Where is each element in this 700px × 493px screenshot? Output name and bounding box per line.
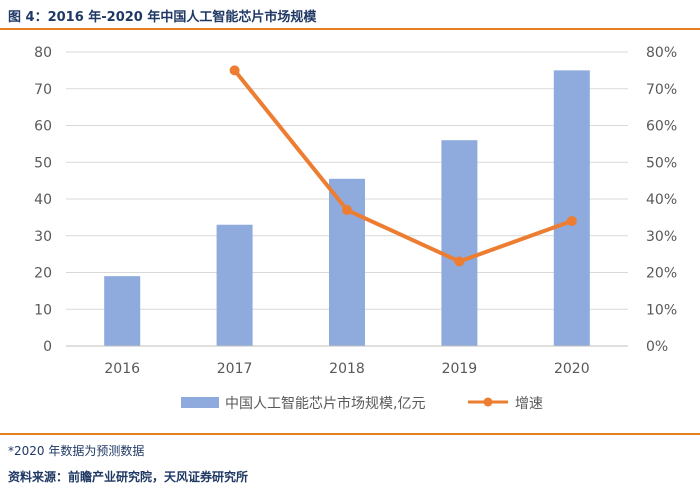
bar-series [104,70,590,346]
x-tick-label: 2019 [442,361,478,377]
y-tick-label: 20 [34,266,52,282]
y-tick-label: 40 [34,192,52,208]
chart-area: 0 10 20 30 40 50 60 70 80 0% 10% 20% 30% 40% 50% 60% 70… [0,30,700,432]
y2-tick-label: 50% [646,155,677,171]
growth-point [566,216,577,227]
y2-tick-label: 0% [646,339,668,355]
bar [553,70,590,346]
bar [104,276,141,346]
y2-tick-label: 60% [646,119,677,135]
y-tick-label: 70 [34,82,52,98]
footer-divider [0,433,700,435]
x-tick-label: 2020 [554,361,590,377]
forecast-note: *2020 年数据为预测数据 [8,444,145,458]
legend: 中国人工智能芯片市场规模,亿元 增速 [181,395,543,412]
y-tick-label: 50 [34,155,52,171]
y-tick-label: 60 [34,119,52,135]
y2-tick-label: 20% [646,266,677,282]
title-divider [0,28,700,30]
growth-point [342,205,352,216]
x-tick-label: 2017 [217,361,253,377]
legend-bar-swatch [181,397,219,408]
chart-svg: 0 10 20 30 40 50 60 70 80 0% 10% 20% 30% 40% 50% 60% 70… [34,45,677,412]
y2-tick-label: 40% [646,192,677,208]
x-tick-label: 2018 [329,361,365,377]
y-tick-label: 0 [43,339,52,355]
y-tick-label: 80 [34,45,52,61]
legend-bar-label: 中国人工智能芯片市场规模,亿元 [225,395,425,412]
bar [441,140,478,346]
y2-tick-label: 30% [646,229,677,245]
legend-line-label: 增速 [515,396,543,412]
y2-axis-ticks: 0% 10% 20% 30% 40% 50% 60% 70% 80% [646,45,677,355]
y-tick-label: 30 [34,229,52,245]
growth-point [454,256,465,267]
figure-title: 图 4：2016 年-2020 年中国人工智能芯片市场规模 [8,10,317,25]
y2-tick-label: 80% [646,45,677,61]
growth-line [232,68,574,264]
y-tick-label: 10 [34,302,52,318]
y2-tick-label: 70% [646,82,677,98]
y-axis-ticks: 0 10 20 30 40 50 60 70 80 [34,45,52,355]
bar [216,224,253,346]
data-source: 资料来源：前瞻产业研究院，天风证券研究所 [8,470,249,484]
line-series [229,65,577,267]
y2-tick-label: 10% [646,302,677,318]
x-tick-label: 2016 [104,361,140,377]
x-axis-ticks: 2016 2017 2018 2019 2020 [104,361,589,377]
bar [329,178,365,346]
growth-point [229,65,240,76]
legend-line-marker [483,397,493,407]
